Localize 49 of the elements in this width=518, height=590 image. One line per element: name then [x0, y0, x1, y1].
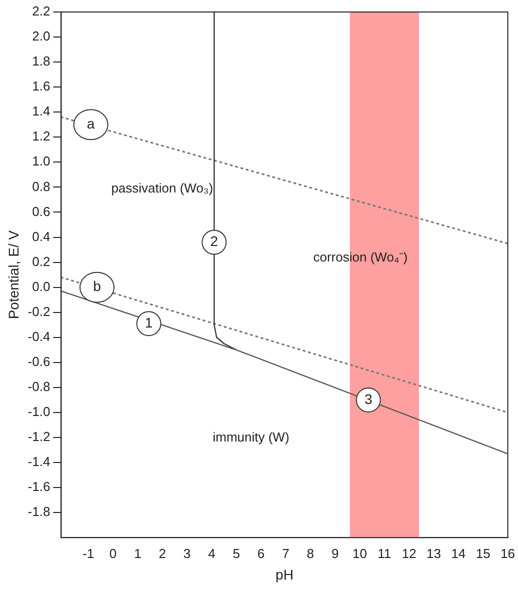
x-tick-label: 0 [109, 546, 117, 561]
y-tick-label: -1.2 [28, 429, 50, 444]
x-tick-label: -1 [82, 546, 94, 561]
y-tick-label: -0.2 [28, 304, 50, 319]
x-tick-label: 13 [426, 546, 441, 561]
annotation: immunity (W) [212, 429, 290, 444]
x-tick-label: 10 [352, 546, 367, 561]
y-tick-label: -0.8 [28, 379, 50, 394]
annotation: 2 [210, 233, 218, 250]
annotation: passivation (Wo₃) [111, 180, 214, 196]
x-tick-label: 4 [208, 546, 216, 561]
y-tick-label: -1.8 [28, 504, 50, 520]
x-tick-label: 2 [158, 546, 166, 561]
annotation: corrosion (Wo₄⁻) [313, 250, 408, 265]
y-tick-label: -1.0 [28, 404, 50, 420]
annotation: 3 [364, 390, 372, 407]
annotation: b [93, 278, 102, 294]
y-tick-label: 1.8 [32, 54, 50, 69]
y-tick-label: -0.4 [28, 328, 50, 344]
x-tick-label: 11 [378, 546, 392, 561]
y-tick-label: 1.6 [32, 78, 50, 94]
x-tick-label: 8 [306, 546, 314, 561]
y-axis-title: Potential, E/ V [5, 230, 22, 320]
x-tick-label: 6 [257, 546, 265, 561]
y-tick-label: 2.2 [32, 4, 50, 19]
y-tick-label: 1.4 [32, 104, 50, 119]
y-tick-label: 0.6 [32, 204, 50, 219]
x-tick-label: 9 [331, 546, 339, 561]
x-tick-label: 16 [500, 546, 516, 561]
y-tick-label: 0.2 [32, 254, 50, 269]
y-tick-label: 2.0 [32, 28, 50, 44]
x-tick-label: 15 [476, 546, 490, 561]
y-tick-label: -1.4 [28, 454, 50, 470]
x-tick-label: 3 [183, 546, 191, 561]
y-tick-label: 0.8 [32, 178, 50, 194]
y-tick-label: -1.6 [28, 479, 50, 494]
x-tick-label: 14 [451, 546, 466, 561]
x-tick-label: 5 [232, 546, 240, 561]
x-tick-label: 7 [282, 546, 290, 561]
y-tick-label: -0.6 [28, 354, 50, 369]
x-tick-label: 12 [402, 546, 416, 561]
y-tick-label: 1.0 [32, 154, 50, 169]
y-tick-label: 1.2 [32, 128, 50, 144]
annotation: a [86, 115, 95, 132]
y-tick-label: 0.0 [32, 278, 50, 294]
x-tick-label: 1 [134, 546, 142, 561]
annotation: 1 [144, 314, 153, 330]
y-tick-label: 0.4 [32, 228, 50, 244]
x-axis-title: pH [276, 566, 294, 582]
